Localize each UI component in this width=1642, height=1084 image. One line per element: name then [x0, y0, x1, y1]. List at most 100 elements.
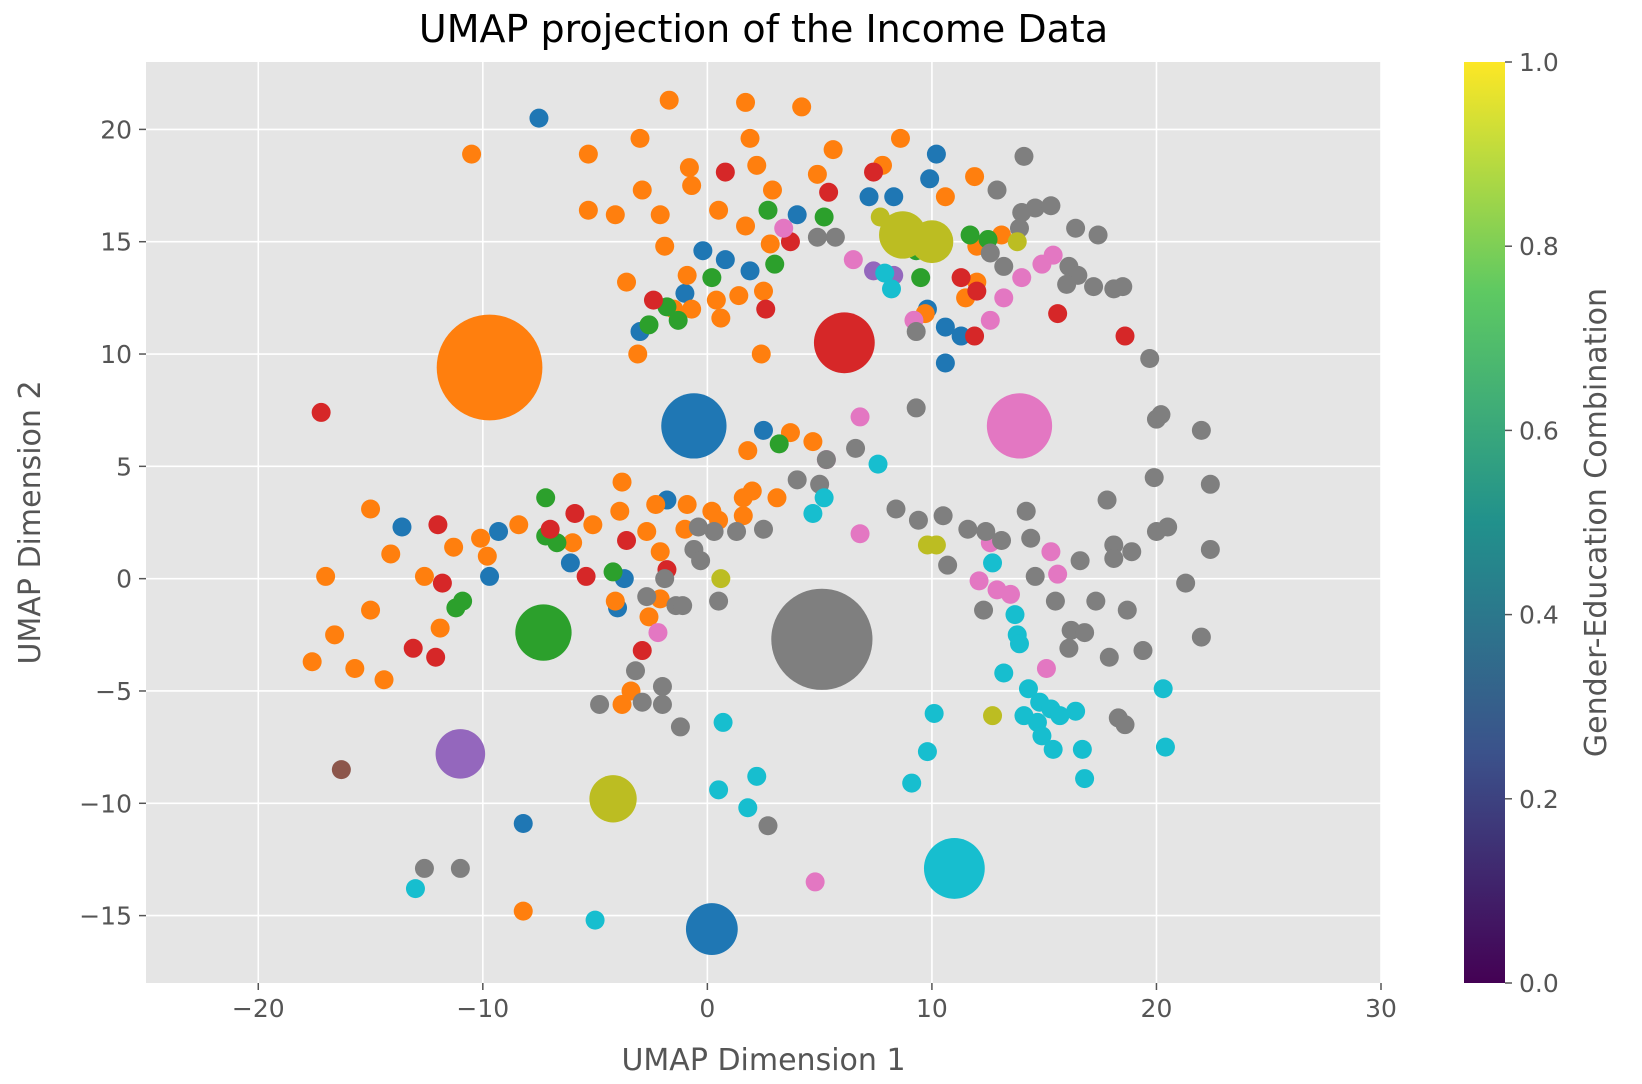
- scatter-point: [585, 910, 605, 930]
- scatter-point: [637, 521, 657, 541]
- scatter-cluster: [435, 729, 486, 779]
- scatter-point: [565, 504, 585, 524]
- scatter-point: [302, 652, 322, 672]
- scatter-point: [590, 694, 610, 714]
- scatter-series-1: [302, 90, 1012, 921]
- scatter-point: [890, 128, 910, 148]
- colorbar-tick-label: 0.6: [1519, 416, 1559, 445]
- scatter-cluster: [771, 588, 873, 690]
- scatter-point: [738, 798, 758, 818]
- y-tick-label: 0: [116, 565, 132, 594]
- scatter-point: [908, 510, 928, 530]
- scatter-point: [868, 454, 888, 474]
- scatter-point: [1048, 304, 1068, 324]
- scatter-point: [414, 566, 434, 586]
- scatter-point: [751, 344, 771, 364]
- scatter-point: [583, 515, 603, 535]
- scatter-point: [787, 205, 807, 225]
- scatter-point: [405, 879, 425, 899]
- scatter-series-2: [446, 200, 998, 661]
- scatter-point: [1059, 638, 1079, 658]
- scatter-point: [1045, 591, 1065, 611]
- scatter-point: [605, 591, 625, 611]
- scatter-point: [540, 519, 560, 539]
- scatter-point: [432, 573, 452, 593]
- scatter-point: [1122, 542, 1142, 562]
- scatter-point: [1117, 600, 1137, 620]
- scatter-point: [1007, 232, 1027, 252]
- scatter-point: [693, 241, 713, 261]
- scatter-point: [682, 299, 702, 319]
- scatter-point: [392, 517, 412, 537]
- scatter-point: [994, 663, 1014, 683]
- grid-lines: [146, 62, 1382, 983]
- scatter-point: [628, 344, 648, 364]
- scatter-point: [965, 326, 985, 346]
- scatter-point: [578, 200, 598, 220]
- x-tick-label: −20: [232, 994, 285, 1023]
- scatter-point: [762, 180, 782, 200]
- scatter-point: [758, 816, 778, 836]
- scatter-point: [1048, 564, 1068, 584]
- scatter-point: [987, 180, 1007, 200]
- scatter-point: [926, 144, 946, 164]
- scatter-point: [1084, 277, 1104, 297]
- scatter-point: [1140, 349, 1160, 369]
- scatter-point: [926, 535, 946, 555]
- scatter-point: [729, 286, 749, 306]
- scatter-point: [462, 144, 482, 164]
- scatter-point: [1012, 268, 1032, 288]
- scatter-point: [453, 591, 473, 611]
- x-tick-label: −10: [456, 994, 509, 1023]
- scatter-point: [994, 288, 1014, 308]
- scatter-point: [610, 501, 630, 521]
- scatter-point: [814, 207, 834, 227]
- scatter-point: [980, 310, 1000, 330]
- scatter-point: [612, 694, 632, 714]
- scatter-point: [803, 432, 823, 452]
- scatter-point: [765, 254, 785, 274]
- scatter-point: [1075, 623, 1095, 643]
- scatter-point: [983, 706, 1003, 726]
- scatter-point: [740, 261, 760, 281]
- scatter-point: [704, 521, 724, 541]
- scatter-point: [1151, 405, 1171, 425]
- scatter-point: [605, 205, 625, 225]
- scatter-point: [967, 281, 987, 301]
- scatter-point: [426, 647, 446, 667]
- scatter-point: [859, 187, 879, 207]
- scatter-series-3: [311, 162, 1135, 667]
- scatter-point: [1088, 225, 1108, 245]
- scatter-point: [935, 353, 955, 373]
- scatter-point: [1072, 739, 1092, 759]
- scatter-point: [870, 207, 890, 227]
- scatter-point: [650, 542, 670, 562]
- y-axis-label: UMAP Dimension 2: [13, 380, 48, 664]
- scatter-point: [1041, 196, 1061, 216]
- scatter-point: [1025, 198, 1045, 218]
- scatter-point: [1200, 474, 1220, 494]
- scatter-point: [414, 858, 434, 878]
- scatter-point: [760, 234, 780, 254]
- scatter-point: [648, 623, 668, 643]
- scatter-point: [709, 780, 729, 800]
- y-tick-label: 10: [100, 340, 132, 369]
- scatter-series-9: [405, 263, 1175, 930]
- scatter-point: [715, 162, 735, 182]
- scatter-point: [361, 499, 381, 519]
- scatter-point: [612, 472, 632, 492]
- scatter-point: [1158, 517, 1178, 537]
- scatter-point: [679, 158, 699, 178]
- scatter-point: [758, 200, 778, 220]
- scatter-point: [1133, 641, 1153, 661]
- colorbar-tick-label: 0.2: [1519, 785, 1559, 814]
- scatter-cluster: [813, 312, 875, 374]
- colorbar-tick-label: 0.4: [1519, 601, 1559, 630]
- scatter-point: [819, 182, 839, 202]
- scatter-point: [960, 225, 980, 245]
- scatter-point: [935, 187, 955, 207]
- x-tick-label: 0: [699, 994, 715, 1023]
- scatter-point: [843, 250, 863, 270]
- scatter-point: [754, 519, 773, 539]
